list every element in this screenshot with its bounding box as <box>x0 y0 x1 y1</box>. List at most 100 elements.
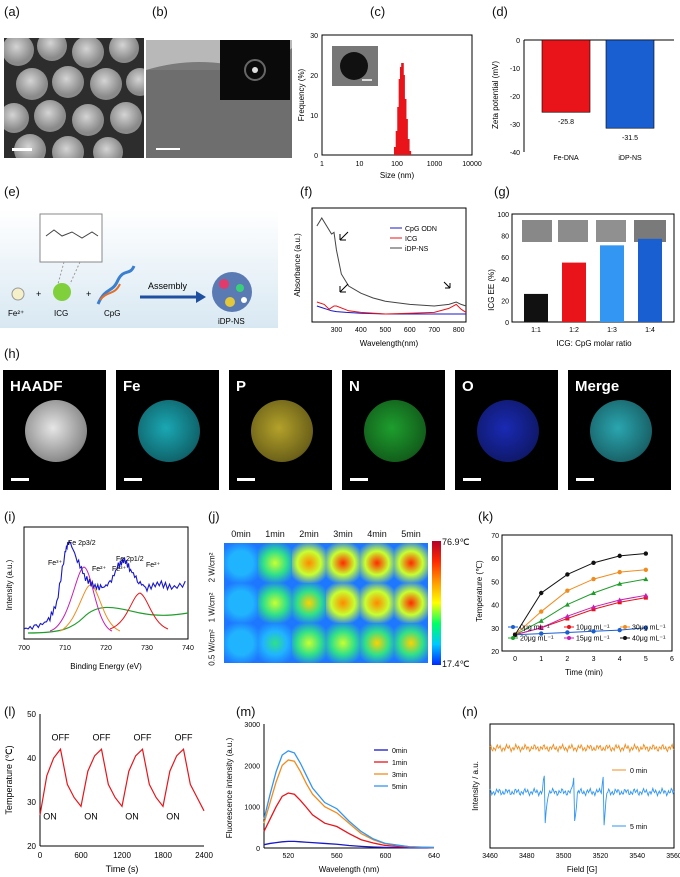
annotation-fe2p32: Fe 2p3/2 <box>68 540 96 547</box>
g-ytick: 60 <box>501 255 509 262</box>
i-xtick: 720 <box>100 645 112 652</box>
m-xtick: 560 <box>331 853 343 860</box>
c-xtick: 10 <box>356 161 364 168</box>
size-bar <box>395 131 399 155</box>
k-legend-marker <box>623 636 627 640</box>
k-legend-label: 0μg mL⁻¹ <box>520 625 550 632</box>
thermal-image-cell <box>394 543 428 583</box>
heating-point <box>643 595 648 600</box>
heating-curve-chart: 0 1 2 3 4 5 6 20 30 40 50 60 70 0μg mL⁻¹ 10μg mL⁻¹ 30μg… <box>475 533 674 677</box>
mapped-particle <box>138 400 200 462</box>
n-xtick: 3540 <box>629 853 645 860</box>
d-ytick: -40 <box>510 150 520 157</box>
heating-point <box>591 629 596 634</box>
ee-category-label: 1:2 <box>569 327 579 334</box>
c-ytick: 20 <box>310 73 318 80</box>
panel-m: (m) 520 560 600 640 0 1000 2000 3000 0min 1min 3mi… <box>222 700 442 877</box>
annotation-fe3-b: Fe³⁺ <box>112 566 127 573</box>
tem-micrograph <box>146 40 292 158</box>
size-bar <box>406 139 410 155</box>
c-ylabel: Frequency (%) <box>297 68 306 121</box>
d-ytick: -30 <box>510 122 520 129</box>
f-xlabel: Wavelength(nm) <box>360 339 419 348</box>
g-ylabel: ICG EE (%) <box>487 269 496 311</box>
k-ytick: 30 <box>491 626 499 633</box>
panel-label-i: (i) <box>4 509 16 524</box>
i-xtick: 710 <box>59 645 71 652</box>
heating-point <box>591 576 596 582</box>
l-ytick: 50 <box>27 710 36 719</box>
k-ytick: 40 <box>491 603 499 610</box>
i-ylabel: Intensity (a.u.) <box>5 559 14 610</box>
thermal-image-cell <box>394 623 428 663</box>
thermal-image-cell <box>360 543 394 583</box>
scale-bar <box>463 478 481 481</box>
size-distribution-chart: 1 10 100 1000 10000 0 10 20 30 Size (nm) Frequen… <box>297 33 482 180</box>
panel-a: (a) <box>0 0 148 165</box>
esr-line <box>489 742 675 754</box>
annotation-fe3-a: Fe³⁺ <box>48 560 63 567</box>
map-element-label: O <box>462 378 474 395</box>
panel-g: (g) 1:1 1:2 1:3 1:4 0 20 40 60 80 100 ICG: CpG mo… <box>484 180 680 350</box>
sem-inset-1 <box>522 220 552 242</box>
map-element-label: HAADF <box>10 378 63 395</box>
i-xtick: 700 <box>18 645 30 652</box>
heating-point <box>617 581 623 586</box>
heating-point <box>643 567 649 572</box>
fluorescence-line <box>263 792 435 849</box>
panel-label-j: (j) <box>208 509 220 524</box>
k-legend-marker <box>623 625 627 629</box>
size-bar <box>403 99 407 155</box>
off-label: OFF <box>93 732 111 742</box>
mapped-particle <box>25 400 87 462</box>
panel-f: (f) 300 400 500 600 700 800 CpG ODN ICG iDP-NS W… <box>286 180 476 350</box>
absorbance-line <box>316 305 466 315</box>
d-ytick: -10 <box>510 66 520 73</box>
k-xtick: 1 <box>539 656 543 663</box>
heating-point <box>512 632 518 637</box>
zeta-potential-chart: -25.8 Fe-DNA -31.5 iDP-NS 0 -10 -20 -30 -40 Zeta… <box>491 38 674 162</box>
absorbance-line <box>316 301 467 315</box>
thermal-image-cell <box>224 583 258 623</box>
l-ytick: 30 <box>27 798 36 807</box>
g-ytick: 20 <box>501 298 509 305</box>
arrow-marker-2 <box>339 283 349 293</box>
label-fe: Fe²⁺ <box>8 309 24 318</box>
k-ytick: 60 <box>491 556 499 563</box>
c-xtick: 1000 <box>427 161 443 168</box>
zeta-bar <box>605 39 655 129</box>
f-xtick: 600 <box>404 327 416 334</box>
heating-point <box>617 627 622 633</box>
label-idp-ns: iDP-NS <box>218 317 245 326</box>
esr-chart: 3460 3480 3500 3520 3540 3560 0 min 5 min Field… <box>471 723 680 874</box>
thermal-column-label: 1min <box>265 529 285 539</box>
zeta-data-label: -31.5 <box>622 135 638 142</box>
icg-structure-inset <box>39 213 103 263</box>
map-element-label: N <box>349 378 360 395</box>
annotation-fe2-a: Fe²⁺ <box>92 566 107 573</box>
ee-bar <box>600 245 624 322</box>
cycle-line <box>39 747 205 816</box>
mapped-particle <box>251 400 313 462</box>
heating-point <box>617 569 622 575</box>
l-ylabel: Temperature (℃) <box>4 745 14 814</box>
scale-bar <box>237 478 255 481</box>
g-ytick: 0 <box>505 320 509 327</box>
k-legend-label: 40μg mL⁻¹ <box>632 636 666 643</box>
i-xtick: 730 <box>141 645 153 652</box>
thermal-column-label: 3min <box>333 529 353 539</box>
heating-line <box>515 627 646 636</box>
c-xtick: 1 <box>320 161 324 168</box>
scale-bar <box>576 478 594 481</box>
k-legend-label: 15μg mL⁻¹ <box>576 636 610 643</box>
scale-bar <box>350 478 368 481</box>
map-tile: O <box>455 370 558 490</box>
thermal-row-label: 0.5 W/cm² <box>207 629 217 666</box>
panel-l: (l) 0 600 1200 1800 2400 20 30 40 50 OFF OFF OFF OFF… <box>0 700 220 877</box>
m-xtick: 640 <box>428 853 440 860</box>
f-legend-label: ICG <box>405 236 417 243</box>
n-xlabel: Field [G] <box>567 865 597 874</box>
m-ytick: 2000 <box>244 763 260 770</box>
size-bar <box>405 119 408 155</box>
f-ylabel: Absorbance (a.u.) <box>293 233 302 297</box>
